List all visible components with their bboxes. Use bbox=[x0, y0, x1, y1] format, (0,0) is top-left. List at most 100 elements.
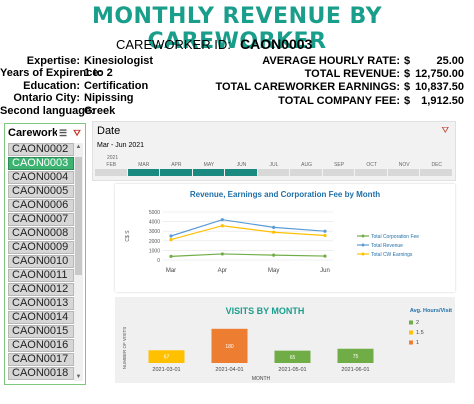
metric-label: TOTAL COMPANY FEE: bbox=[278, 94, 400, 107]
careworker-id-value: CAON0003 bbox=[240, 36, 313, 52]
timeline-month-label: FEB bbox=[106, 162, 117, 168]
bar-data-label: 180 bbox=[225, 344, 234, 350]
timeline-range: Mar - Jun 2021 bbox=[97, 142, 145, 149]
careworker-slicer[interactable]: Careworker... ☰ ⛛ CAON0002CAON0003CAON00… bbox=[4, 123, 86, 385]
revenue-line-chart: Revenue, Earnings and Corporation Fee by… bbox=[115, 184, 455, 292]
slicer-item-caon0008[interactable]: CAON0008 bbox=[8, 227, 74, 240]
bar bbox=[274, 350, 311, 363]
timeline-month-label: JUN bbox=[236, 162, 247, 168]
metric-currency: $ bbox=[404, 68, 411, 81]
metric-label: AVERAGE HOURLY RATE: bbox=[262, 55, 400, 67]
slicer-item-caon0007[interactable]: CAON0007 bbox=[8, 213, 74, 226]
y-tick-label: 3000 bbox=[149, 229, 160, 235]
clear-filter-icon[interactable]: ⛛ bbox=[441, 125, 449, 135]
timeline-month-dec[interactable]: DEC bbox=[420, 162, 453, 180]
timeline-month-label: OCT bbox=[366, 162, 377, 168]
timeline-year: 2021 bbox=[107, 155, 119, 161]
data-point bbox=[169, 254, 173, 258]
slicer-item-caon0017[interactable]: CAON0017 bbox=[8, 353, 74, 366]
data-point bbox=[220, 224, 224, 228]
slicer-item-caon0015[interactable]: CAON0015 bbox=[8, 325, 74, 338]
y-tick-label: 1000 bbox=[149, 248, 160, 254]
timeline-month-bar bbox=[192, 169, 225, 176]
timeline-month-mar[interactable]: MAR bbox=[127, 162, 161, 180]
slicer-item-caon0011[interactable]: CAON0011 bbox=[8, 269, 74, 282]
timeline-month-nov[interactable]: NOV bbox=[387, 162, 421, 180]
data-point bbox=[220, 218, 224, 222]
y-axis-label: NUMBER OF VISITS bbox=[122, 327, 127, 370]
timeline-month-label: DEC bbox=[431, 162, 443, 168]
metric-currency: $ bbox=[404, 55, 411, 67]
metric-label: TOTAL REVENUE: bbox=[304, 68, 400, 81]
series-line bbox=[170, 225, 326, 241]
timeline-month-feb[interactable]: FEB bbox=[95, 162, 128, 180]
timeline-month-sep[interactable]: SEP bbox=[322, 162, 356, 180]
slicer-item-caon0009[interactable]: CAON0009 bbox=[8, 241, 74, 254]
data-point bbox=[169, 238, 173, 242]
slicer-item-caon0005[interactable]: CAON0005 bbox=[8, 185, 74, 198]
clear-filter-icon[interactable]: ⛛ bbox=[73, 128, 81, 138]
data-point bbox=[323, 233, 327, 238]
legend-marker bbox=[361, 252, 365, 256]
profile-value: Kinesiologist bbox=[84, 55, 154, 67]
slicer-list: CAON0002 CAON0003 CAON0004 CAON0005 CAON0006… bbox=[8, 143, 74, 381]
slicer-item-caon0018[interactable]: CAON0018 bbox=[8, 367, 74, 380]
timeline-month-bar bbox=[290, 169, 322, 176]
data-point bbox=[323, 229, 327, 233]
scroll-up-icon[interactable]: ▲ bbox=[75, 144, 82, 150]
slicer-item-caon0010[interactable]: CAON0010 bbox=[8, 255, 74, 268]
metric-label: TOTAL CAREWORKER EARNINGS: bbox=[215, 81, 400, 94]
legend-entry: Total Revenue bbox=[371, 243, 403, 249]
timeline-month-jun[interactable]: JUN bbox=[225, 162, 258, 180]
slicer-item-caon0012[interactable]: CAON0012 bbox=[8, 283, 74, 296]
data-point bbox=[272, 230, 276, 234]
timeline-month-oct[interactable]: OCT bbox=[355, 162, 388, 180]
profile-label: Years of Expirence: bbox=[0, 67, 103, 80]
metric-value: 1,912.50 bbox=[421, 94, 464, 107]
x-tick-label: 2021-04-01 bbox=[215, 367, 243, 373]
slicer-item-caon0016[interactable]: CAON0016 bbox=[8, 339, 74, 352]
bar-data-label: 65 bbox=[290, 355, 296, 361]
scroll-down-icon[interactable]: ▼ bbox=[75, 374, 82, 380]
scroll-thumb[interactable] bbox=[75, 157, 82, 275]
timeline-month-label: SEP bbox=[334, 162, 345, 168]
date-timeline[interactable]: Date ⛛ Mar - Jun 2021 2021 FEB MAR APR MAY J… bbox=[92, 121, 456, 181]
metric-currency: $ bbox=[404, 94, 411, 107]
slicer-title: Careworker... bbox=[8, 127, 57, 139]
slicer-scrollbar[interactable]: ▲ ▼ bbox=[74, 143, 83, 381]
profile-value: 1 to 2 bbox=[84, 67, 113, 80]
bar bbox=[337, 348, 374, 363]
timeline-month-label: NOV bbox=[398, 162, 410, 168]
timeline-title: Date bbox=[97, 125, 121, 137]
metric-value: 12,750.00 bbox=[415, 68, 464, 81]
multi-select-icon[interactable]: ☰ bbox=[58, 128, 68, 138]
timeline-month-apr[interactable]: APR bbox=[160, 162, 193, 180]
series-line bbox=[170, 253, 326, 257]
timeline-month-may[interactable]: MAY bbox=[192, 162, 226, 180]
x-tick-label: Jun bbox=[320, 268, 330, 274]
legend-swatch bbox=[409, 340, 413, 345]
legend-entry: 2 bbox=[416, 320, 419, 326]
legend-entry: Total Corporation Fee bbox=[371, 234, 419, 240]
timeline-month-bar bbox=[355, 169, 387, 176]
timeline-month-jul[interactable]: JUL bbox=[257, 162, 291, 180]
data-point bbox=[169, 234, 173, 238]
page-title: MONTHLY REVENUE BY CAREWORKER bbox=[91, 4, 383, 54]
timeline-month-bar bbox=[95, 169, 127, 176]
slicer-item-caon0003[interactable]: CAON0003 bbox=[8, 157, 74, 170]
y-tick-label: 5000 bbox=[149, 210, 160, 216]
profile-value: Nipissing bbox=[84, 92, 134, 105]
slicer-item-caon0013[interactable]: CAON0013 bbox=[8, 297, 74, 310]
timeline-month-bar bbox=[160, 169, 192, 176]
slicer-item-caon0002[interactable]: CAON0002 bbox=[8, 143, 74, 156]
chart-title: VISITS BY MONTH bbox=[226, 306, 305, 316]
y-tick-label: 4000 bbox=[149, 220, 160, 226]
slicer-item-caon0006[interactable]: CAON0006 bbox=[8, 199, 74, 212]
x-tick-label: May bbox=[268, 268, 279, 274]
slicer-item-caon0014[interactable]: CAON0014 bbox=[8, 311, 74, 324]
legend-swatch bbox=[409, 330, 413, 335]
timeline-month-aug[interactable]: AUG bbox=[290, 162, 323, 180]
bar-data-label: 75 bbox=[353, 354, 359, 360]
x-tick-label: 2021-03-01 bbox=[152, 367, 180, 373]
slicer-item-caon0004[interactable]: CAON0004 bbox=[8, 171, 74, 184]
